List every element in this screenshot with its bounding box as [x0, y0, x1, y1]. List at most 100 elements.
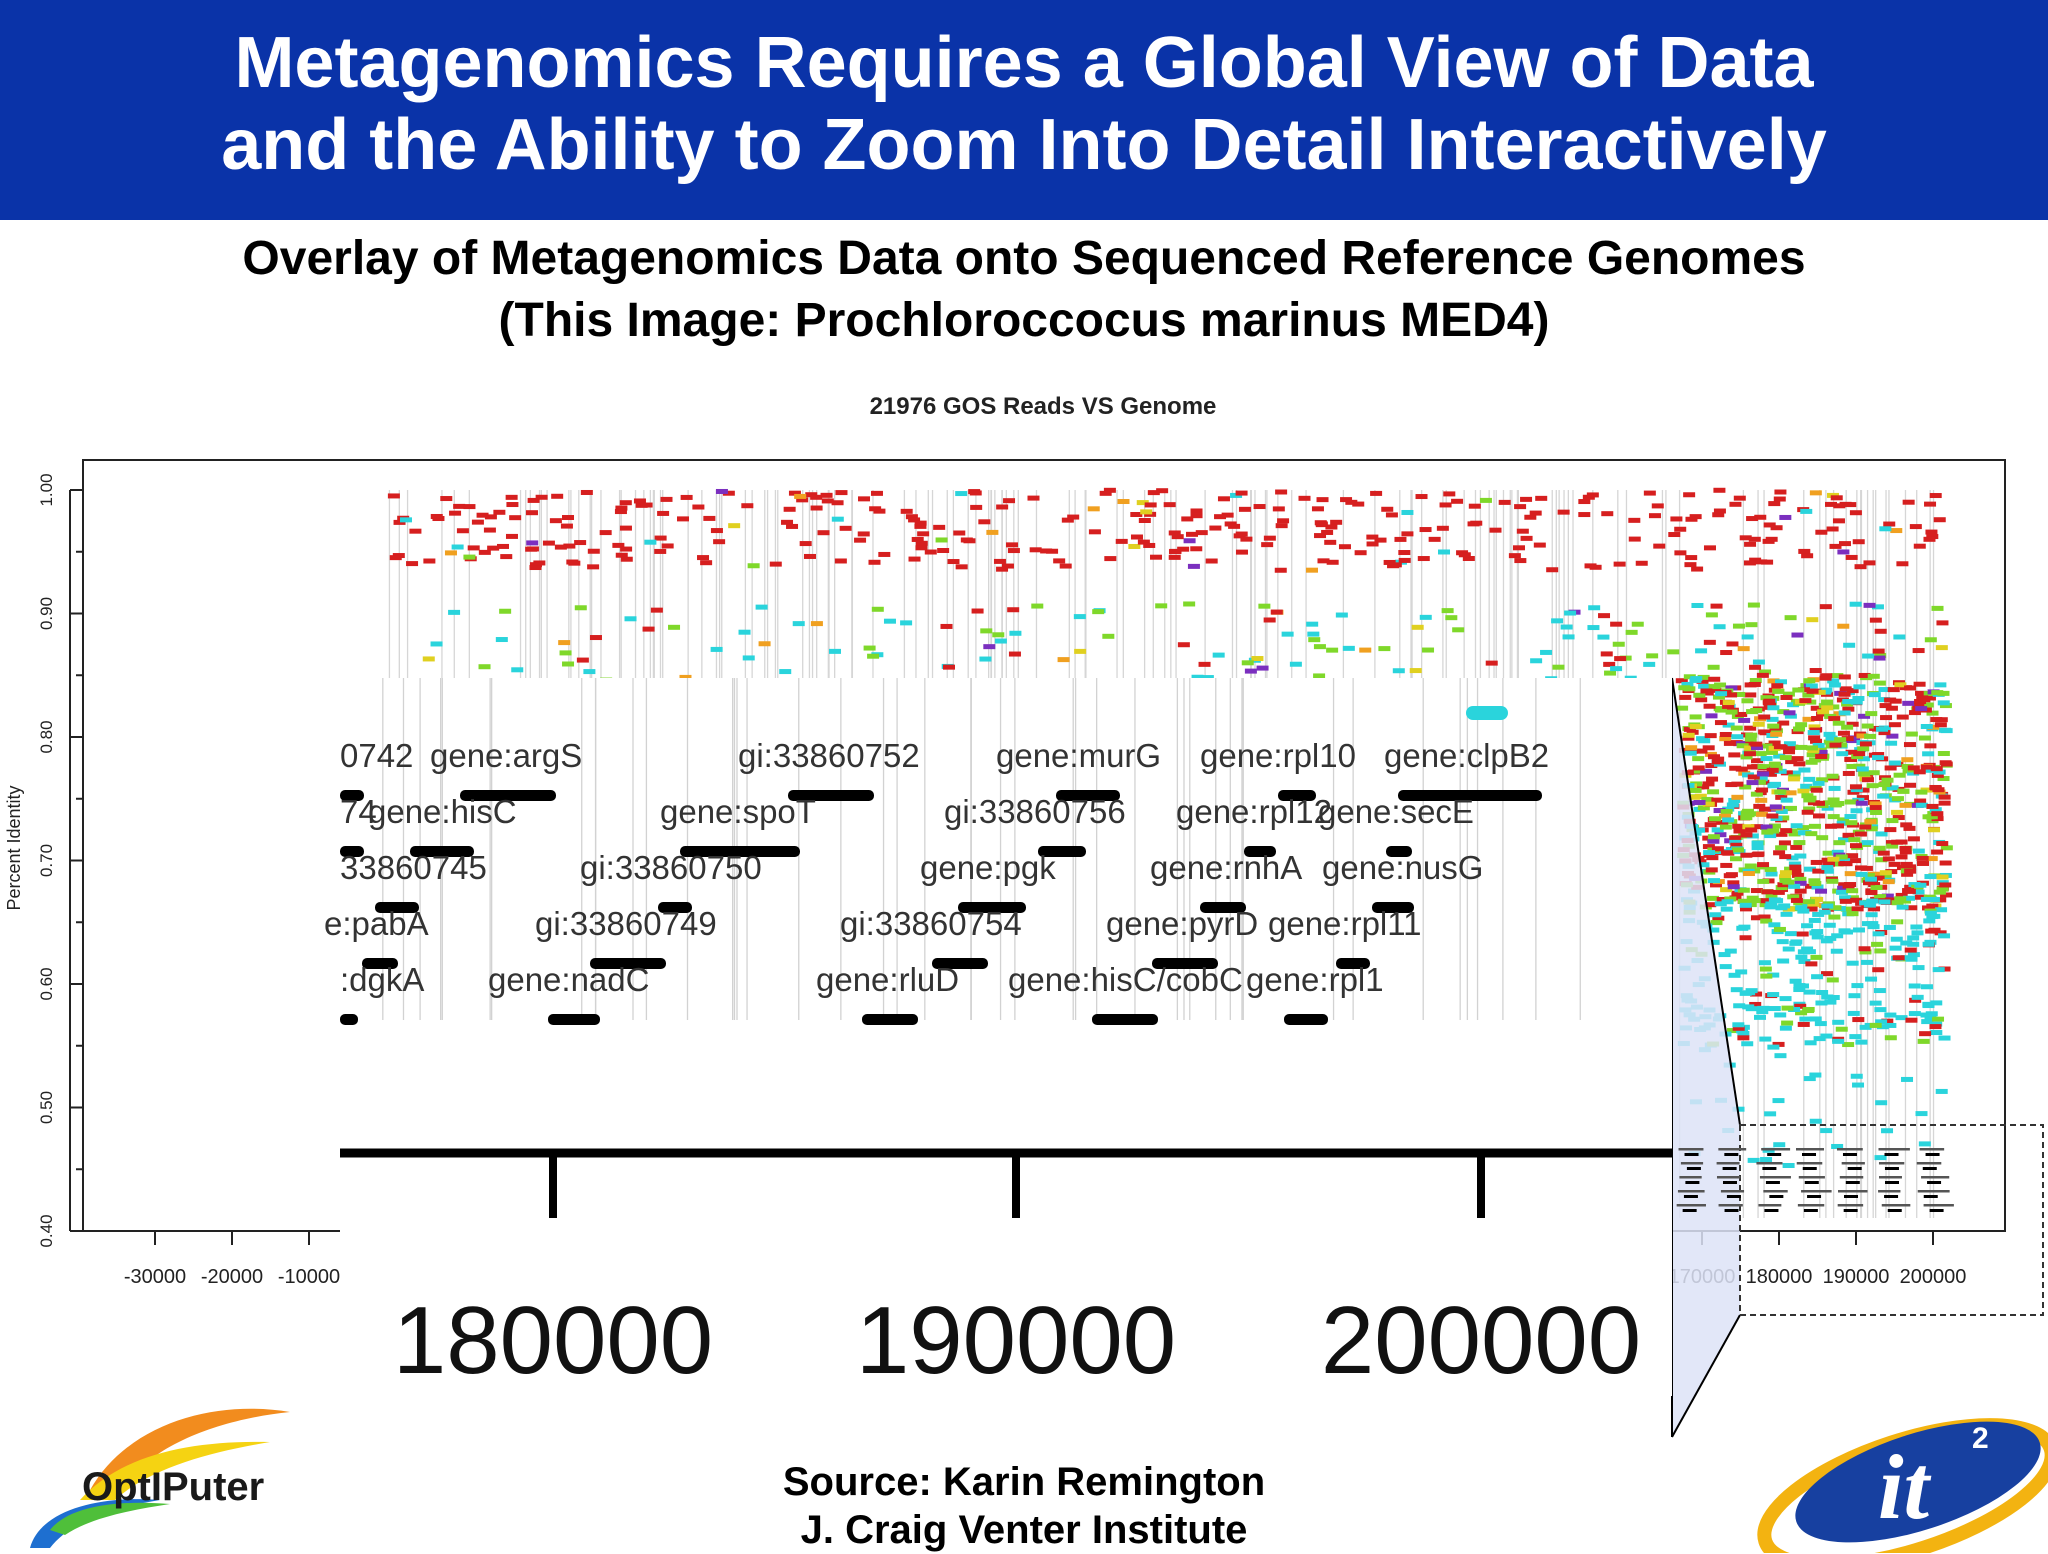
- read-mark: [1728, 972, 1741, 978]
- read-mark: [821, 498, 834, 504]
- read-mark: [562, 661, 575, 667]
- read-mark: [1733, 691, 1746, 697]
- gene-bar: [375, 902, 419, 913]
- read-mark: [1777, 720, 1790, 726]
- read-mark: [1530, 658, 1543, 664]
- chart-title: 21976 GOS Reads VS Genome: [870, 393, 1217, 420]
- read-mark: [1836, 751, 1849, 757]
- read-mark: [558, 640, 571, 646]
- zoom-line-bottom: [1671, 1314, 1741, 1438]
- read-mark: [1849, 510, 1862, 516]
- mini-gene-bar: [1765, 1181, 1780, 1184]
- read-mark: [858, 496, 871, 502]
- read-mark: [1829, 905, 1842, 911]
- read-mark: [1765, 749, 1778, 755]
- read-mark: [1808, 917, 1821, 923]
- read-mark: [1794, 853, 1807, 859]
- read-mark: [612, 542, 625, 548]
- source-line2: J. Craig Venter Institute: [800, 1508, 1248, 1552]
- read-mark: [1628, 536, 1641, 542]
- read-mark: [1938, 933, 1951, 939]
- read-mark: [955, 491, 968, 497]
- read-mark: [1900, 940, 1913, 946]
- read-mark: [1747, 774, 1760, 780]
- read-mark: [1789, 864, 1802, 870]
- read-mark: [1749, 664, 1762, 670]
- gene-bar: [1056, 790, 1120, 801]
- read-mark: [1747, 1157, 1760, 1163]
- read-mark: [1441, 608, 1454, 614]
- inset-highlight: [1466, 706, 1508, 720]
- read-mark: [1926, 710, 1939, 716]
- read-mark: [1868, 692, 1881, 698]
- read-mark: [1251, 656, 1264, 662]
- gene-bar: [410, 846, 474, 857]
- mini-gene-text: [1919, 1148, 1945, 1151]
- mini-gene-labels: [1676, 1148, 1954, 1212]
- read-mark: [1788, 831, 1801, 837]
- read-mark: [1807, 730, 1820, 736]
- read-mark: [1735, 711, 1748, 717]
- read-mark: [1059, 563, 1072, 569]
- read-mark: [1750, 745, 1763, 751]
- read-mark: [1937, 751, 1950, 757]
- read-mark: [1859, 741, 1872, 747]
- read-mark: [1872, 967, 1885, 973]
- read-mark: [448, 609, 461, 615]
- mini-gene-text: [1878, 1148, 1910, 1151]
- read-mark: [1742, 824, 1755, 830]
- read-mark: [828, 648, 841, 654]
- read-mark: [1751, 845, 1764, 851]
- gene-label: 0742: [340, 737, 413, 774]
- read-mark: [1888, 861, 1901, 867]
- source-line1: Source: Karin Remington: [782, 1460, 1266, 1504]
- read-mark: [1707, 939, 1720, 945]
- y-tick-label: 0.40: [37, 1214, 56, 1247]
- read-mark: [1468, 503, 1481, 509]
- read-mark: [710, 646, 723, 652]
- read-mark: [1235, 549, 1248, 555]
- read-mark: [1683, 492, 1696, 498]
- read-mark: [1598, 613, 1611, 619]
- read-mark: [878, 551, 891, 557]
- read-mark: [1805, 745, 1818, 751]
- read-mark: [1813, 1036, 1826, 1042]
- read-mark: [1707, 789, 1720, 795]
- read-mark: [1764, 771, 1777, 777]
- read-mark: [1651, 503, 1664, 509]
- mini-gene-bar: [1843, 1209, 1858, 1212]
- read-mark: [692, 504, 705, 510]
- read-mark: [1722, 700, 1735, 706]
- read-mark: [654, 548, 667, 554]
- read-mark: [1726, 802, 1739, 808]
- read-mark: [1764, 904, 1777, 910]
- zoom-projection: [1672, 678, 1740, 1437]
- read-mark: [1428, 536, 1441, 542]
- read-mark: [1931, 690, 1944, 696]
- read-mark: [1796, 931, 1809, 937]
- read-mark: [1891, 796, 1904, 802]
- read-mark: [980, 628, 993, 634]
- read-mark: [1737, 1030, 1750, 1036]
- read-mark: [1695, 697, 1708, 703]
- read-mark: [1921, 702, 1934, 708]
- read-mark: [1837, 837, 1850, 843]
- read-mark: [1104, 556, 1117, 562]
- read-mark: [1745, 732, 1758, 738]
- read-mark: [620, 556, 633, 562]
- read-mark: [1029, 547, 1042, 553]
- read-mark: [1715, 691, 1728, 697]
- read-mark: [1929, 807, 1942, 813]
- read-mark: [1842, 832, 1855, 838]
- read-mark: [1809, 930, 1822, 936]
- read-mark: [1768, 823, 1781, 829]
- read-mark: [1780, 828, 1793, 834]
- read-mark: [1722, 817, 1735, 823]
- read-mark: [1824, 999, 1837, 1005]
- read-mark: [1794, 876, 1807, 882]
- read-mark: [1917, 1038, 1930, 1044]
- read-mark: [911, 536, 924, 542]
- read-mark: [854, 537, 867, 543]
- read-mark: [1786, 855, 1799, 861]
- read-mark: [1730, 987, 1743, 993]
